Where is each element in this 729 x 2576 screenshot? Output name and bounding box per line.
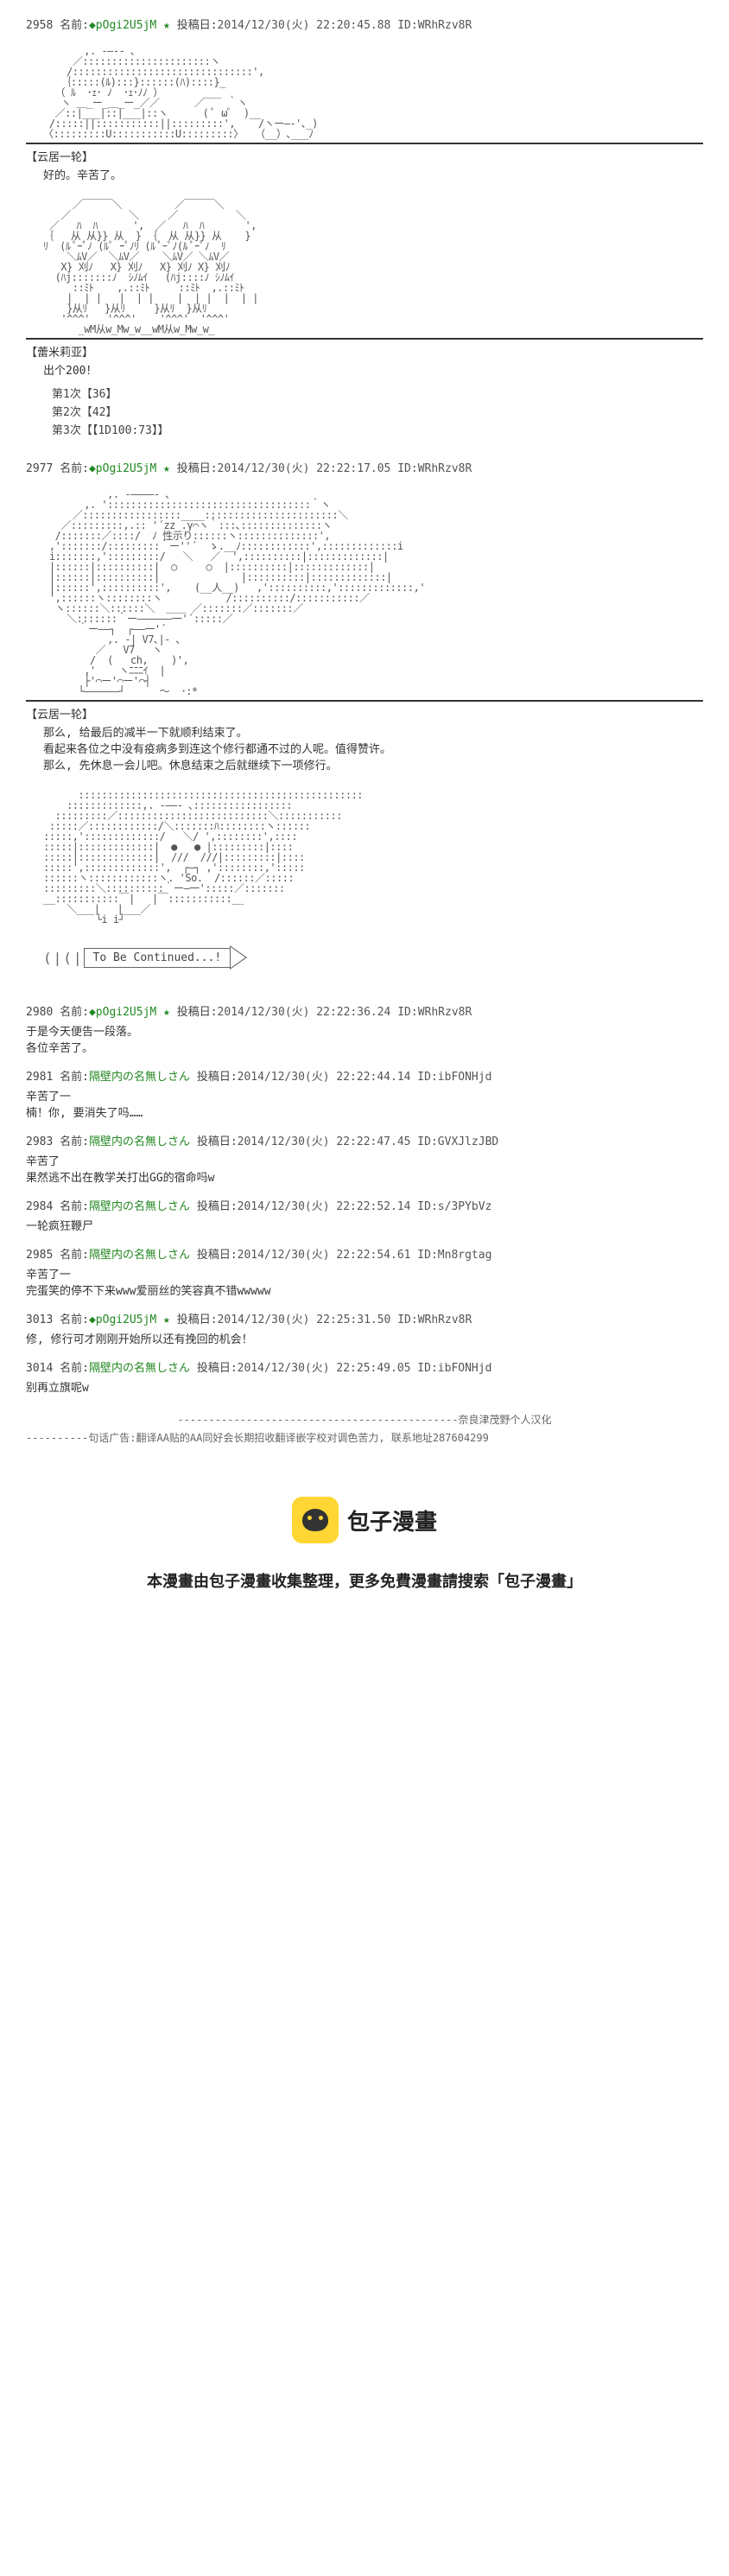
post-header: 3013 名前:◆pOgi2U5jM ★ 投稿日:2014/12/30(火) 2… [26, 1310, 703, 1326]
dice-roll: 第3次【【1D100:73】】 [52, 421, 703, 437]
post-header: 2983 名前:隔壁内の名無しさん 投稿日:2014/12/30(火) 22:2… [26, 1132, 703, 1148]
post-body: 修, 修行可才刚刚开始所以还有挽回的机会！ [26, 1330, 703, 1346]
reply-post: 2983 名前:隔壁内の名無しさん 投稿日:2014/12/30(火) 22:2… [26, 1132, 703, 1185]
character-label: 【云居一轮】 [26, 705, 703, 722]
post-header: 2984 名前:隔壁内の名無しさん 投稿日:2014/12/30(火) 22:2… [26, 1197, 703, 1213]
logo-icon [292, 1497, 339, 1543]
credit-ad: ----------句话广告:翻译AA贴的AA同好会长期招收翻译嵌字校对调色苦力… [26, 1430, 703, 1445]
reply-post: 3014 名前:隔壁内の名無しさん 投稿日:2014/12/30(火) 22:2… [26, 1358, 703, 1395]
post-num: 2981 [26, 1071, 53, 1084]
character-label: 【云居一轮】 [26, 148, 703, 164]
divider-line [26, 700, 703, 702]
dialogue-line: 那么, 先休息一会儿吧。休息结束之后就继续下一项修行。 [43, 756, 703, 773]
arrow-head-icon [231, 945, 248, 970]
post-date-prefix: 投稿日: [177, 462, 218, 475]
post-body: 别再立旗呢w [26, 1378, 703, 1395]
logo-text: 包子漫畫 [347, 1504, 437, 1536]
dialogue-text: 出个200！ [43, 361, 703, 378]
character-label: 【蕾米莉亚】 [26, 343, 703, 359]
post-num: 2983 [26, 1135, 53, 1148]
post-body: 辛苦了 果然逃不出在教学关打出GG的宿命吗w [26, 1152, 703, 1185]
post-header: 2985 名前:隔壁内の名無しさん 投稿日:2014/12/30(火) 22:2… [26, 1245, 703, 1262]
post-body: 一轮疯狂鞭尸 [26, 1217, 703, 1233]
post-header: 2958 名前:◆pOgi2U5jM ★ 投稿日:2014/12/30(火) 2… [26, 16, 703, 32]
post-name-prefix: 名前: [60, 462, 89, 475]
footer-logo: 包子漫畫 [26, 1497, 703, 1543]
dice-roll: 第2次【42】 [52, 403, 703, 419]
post-name: ◆pOgi2U5jM ★ [89, 462, 170, 475]
post-header: 2981 名前:隔壁内の名無しさん 投稿日:2014/12/30(火) 22:2… [26, 1067, 703, 1084]
dialogue-line: 看起来各位之中没有疫病多到连这个修行都通不过的人呢。值得赞许。 [43, 740, 703, 756]
dialogue-text: 好的。辛苦了。 [43, 166, 703, 182]
post-date: 2014/12/30(火) 22:20:45.88 ID:WRhRzv8R [218, 19, 472, 32]
post-body: 辛苦了一 完蛋笑的停不下来www爱丽丝的笑容真不错wwwww [26, 1265, 703, 1298]
ascii-art-character-1: ,. -――――- ､ ,. '::::::::::::::::::::::::… [26, 479, 703, 696]
post-name: ◆pOgi2U5jM ★ [89, 19, 170, 32]
ascii-art-character-2: ::::::::::::::::::::::::::::::::::::::::… [26, 779, 703, 925]
footer-note: 本漫畫由包子漫畫收集整理，更多免費漫畫請搜索「包子漫畫」 [26, 1569, 703, 1592]
divider-line [26, 143, 703, 144]
post-num: 3014 [26, 1362, 53, 1375]
reply-post: 2985 名前:隔壁内の名無しさん 投稿日:2014/12/30(火) 22:2… [26, 1245, 703, 1298]
post-num: 2980 [26, 1006, 53, 1019]
post-num: 2984 [26, 1200, 53, 1213]
post-num: 2977 [26, 462, 53, 475]
post-num: 3013 [26, 1313, 53, 1326]
credit-separator: ----------------------------------------… [26, 1412, 703, 1427]
dialogue-line: 那么, 给最后的减半一下就顺利结束了。 [43, 723, 703, 740]
post-date: 2014/12/30(火) 22:22:17.05 ID:WRhRzv8R [218, 462, 472, 475]
post-date-prefix: 投稿日: [177, 19, 218, 32]
post-header: 2977 名前:◆pOgi2U5jM ★ 投稿日:2014/12/30(火) 2… [26, 459, 703, 475]
reply-post: 2981 名前:隔壁内の名無しさん 投稿日:2014/12/30(火) 22:2… [26, 1067, 703, 1120]
post-name-prefix: 名前: [60, 19, 89, 32]
reply-post: 2984 名前:隔壁内の名無しさん 投稿日:2014/12/30(火) 22:2… [26, 1197, 703, 1233]
post-num: 2985 [26, 1249, 53, 1262]
post-header: 2980 名前:◆pOgi2U5jM ★ 投稿日:2014/12/30(火) 2… [26, 1002, 703, 1019]
post-body: 于是今天便告一段落。 各位辛苦了。 [26, 1022, 703, 1055]
to-be-continued-arrow: (|(| To Be Continued...! [43, 945, 248, 970]
dialogue-text: 那么, 给最后的减半一下就顺利结束了。 看起来各位之中没有疫病多到连这个修行都通… [43, 723, 703, 773]
ascii-art-large-group: ／￣￣￣＼ ／￣￣￣＼ ／ ＼ ／ ＼ ／ ﾊ ﾊ ', ／ ﾊ ﾊ ', ｛ … [26, 189, 703, 334]
tbc-text: To Be Continued...! [84, 948, 231, 968]
reply-post: 2980 名前:◆pOgi2U5jM ★ 投稿日:2014/12/30(火) 2… [26, 1002, 703, 1055]
ascii-art-small-figures: ,. -―‐- ､ ／::::::::::::::::::::::ヽ /::::… [26, 35, 703, 139]
post-header: 3014 名前:隔壁内の名無しさん 投稿日:2014/12/30(火) 22:2… [26, 1358, 703, 1375]
post-num: 2958 [26, 19, 53, 32]
divider-line [26, 338, 703, 340]
dice-roll: 第1次【36】 [52, 385, 703, 401]
reply-post: 3013 名前:◆pOgi2U5jM ★ 投稿日:2014/12/30(火) 2… [26, 1310, 703, 1346]
post-body: 辛苦了一 楠！你, 要消失了吗…… [26, 1087, 703, 1120]
arrow-trail: (|(| [43, 950, 84, 966]
